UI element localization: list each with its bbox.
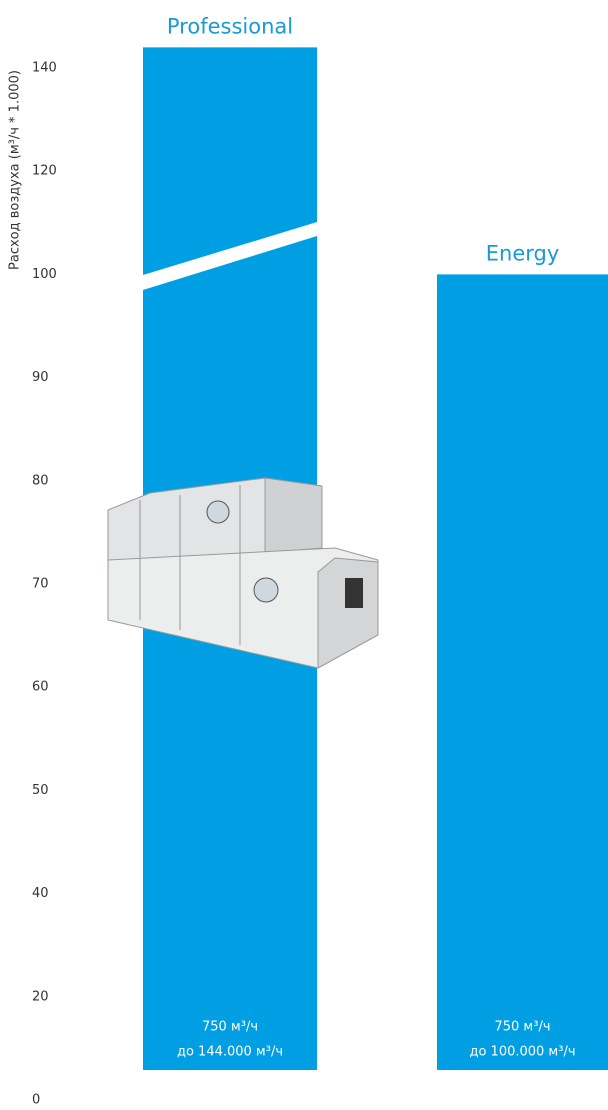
y-tick-label: 40	[32, 886, 49, 901]
category-label: Professional	[167, 14, 293, 38]
y-tick-label: 70	[32, 577, 49, 592]
y-tick-label: 20	[32, 989, 49, 1004]
y-tick-label: 90	[32, 370, 49, 385]
y-tick-label: 50	[32, 783, 49, 798]
value-label: до 100.000 м³/ч	[469, 1045, 575, 1060]
min-label: 750 м³/ч	[202, 1020, 258, 1035]
y-tick-label: 120	[32, 164, 57, 179]
min-label: 750 м³/ч	[494, 1020, 550, 1035]
axis-break	[143, 222, 317, 290]
value-label: до 144.000 м³/ч	[177, 1045, 283, 1060]
y-tick-label: 60	[32, 680, 49, 695]
y-tick-label: 140	[32, 61, 57, 76]
y-tick-label: 0	[32, 1093, 40, 1108]
y-axis-label: Расход воздуха (м³/ч * 1.000)	[8, 70, 23, 270]
y-tick-label: 80	[32, 473, 49, 488]
category-label: Energy	[486, 241, 560, 265]
bar	[437, 274, 608, 1070]
air-handling-unit	[107, 477, 379, 669]
y-tick-label: 100	[32, 267, 57, 282]
